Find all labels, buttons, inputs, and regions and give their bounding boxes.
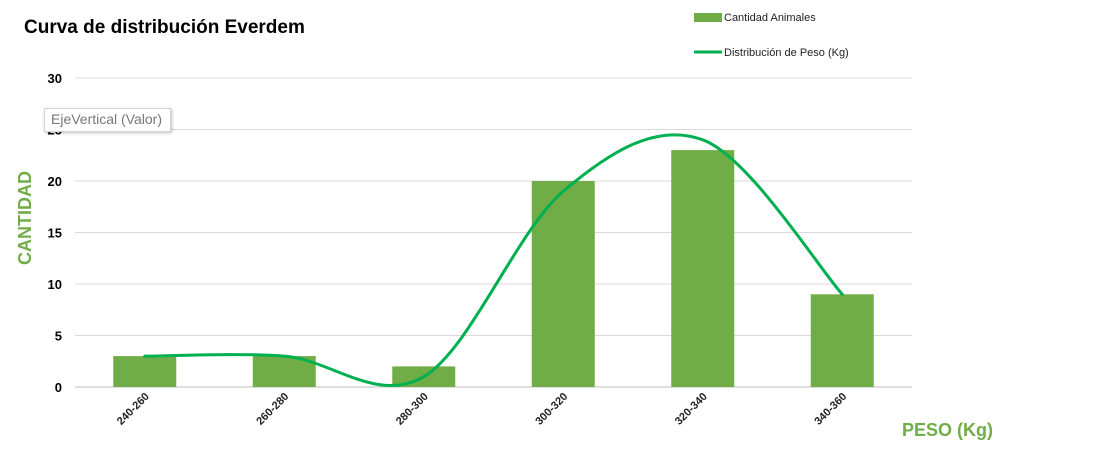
x-axis-title: PESO (Kg) — [902, 420, 993, 440]
x-tick-label: 340-360 — [812, 391, 849, 428]
legend-bar-swatch — [694, 13, 722, 22]
y-axis-title: CANTIDAD — [15, 171, 35, 265]
bar-320-340[interactable] — [671, 150, 735, 387]
distribution-line[interactable] — [143, 133, 844, 388]
y-tick-label: 20 — [48, 174, 62, 189]
axis-tooltip: EjeVertical (Valor) — [44, 108, 172, 132]
chart-title: Curva de distribución Everdem — [24, 17, 305, 38]
x-tick-label: 280-300 — [394, 391, 431, 428]
distribution-line-layer — [143, 133, 844, 388]
y-tick-label: 10 — [48, 277, 62, 292]
x-tick-label: 260-280 — [254, 391, 291, 428]
bar-240-260[interactable] — [113, 356, 177, 387]
y-tick-label: 5 — [55, 329, 62, 344]
bar-340-360[interactable] — [810, 294, 874, 387]
x-tick-label: 320-340 — [673, 391, 710, 428]
y-tick-label: 15 — [48, 226, 62, 241]
y-tick-label: 30 — [48, 71, 62, 86]
bar-300-320[interactable] — [531, 181, 595, 387]
legend-bar-label: Cantidad Animales — [724, 12, 816, 24]
legend: Cantidad Animales Distribución de Peso (… — [694, 12, 849, 59]
x-tick-label: 240-260 — [115, 391, 152, 428]
y-tick-label: 0 — [55, 380, 62, 395]
x-tick-label: 300-320 — [533, 391, 570, 428]
legend-line-label: Distribución de Peso (Kg) — [724, 47, 849, 59]
x-tick-labels: 240-260 260-280 280-300 300-320 320-340 340-3… — [115, 391, 850, 428]
y-tick-labels: 051015202530 — [48, 71, 62, 395]
gridlines — [75, 77, 912, 388]
